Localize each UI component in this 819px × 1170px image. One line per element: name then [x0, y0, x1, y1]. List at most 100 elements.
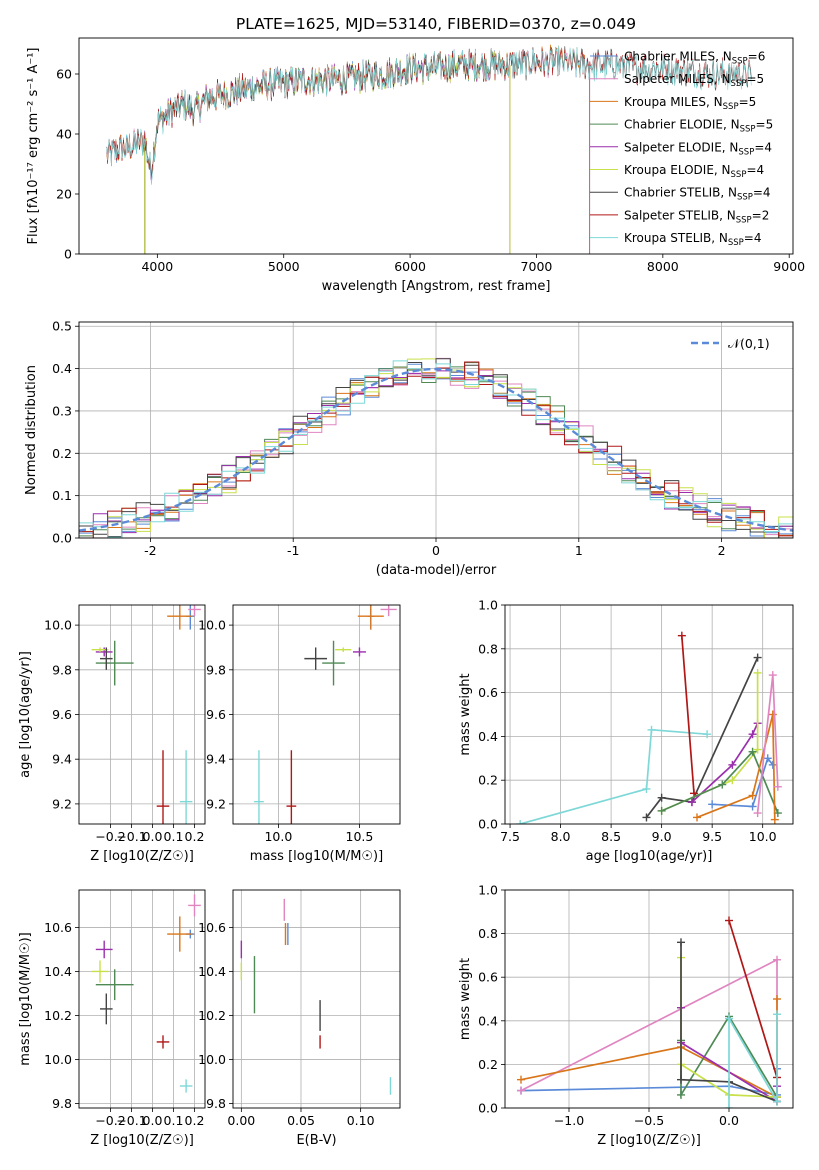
y-tick-label: 20 — [56, 187, 72, 202]
y-tick-label: 0.2 — [478, 773, 498, 788]
spectrum-line — [106, 45, 752, 185]
legend-subscript: SSP — [740, 125, 756, 135]
panel-weight_vs_Z: −1.0 −0.5 0.0 0.0 0.2 0.4 0.6 0.8 1.0 Z [log10(Z/… — [458, 883, 794, 1148]
y-axis-label: Flux [fλ10⁻¹⁷ erg cm⁻² s⁻¹ A⁻¹] — [26, 48, 41, 245]
legend-label: Salpeter MILES, NSSP=5 — [624, 72, 764, 89]
x-tick-label: 0.0 — [143, 829, 163, 844]
y-tick-label: 10.0 — [198, 1052, 226, 1067]
y-tick-label: 10.2 — [198, 1008, 226, 1023]
legend-label-rest: =4 — [744, 231, 762, 245]
legend-label: Salpeter STELIB, NSSP=2 — [624, 208, 769, 225]
y-tick-label: 10.6 — [44, 920, 72, 935]
panel-residuals: -2 -1 0 1 2 0.0 0.1 0.2 0.3 0.4 0.5 (data-model)/er… — [24, 319, 794, 578]
x-axis-label: (data-model)/error — [376, 563, 497, 578]
x-tick-label: 2 — [718, 543, 726, 558]
x-tick-label: 0.00 — [227, 1113, 255, 1128]
y-tick-label: 10.2 — [44, 1008, 72, 1023]
axes-frame — [232, 604, 401, 825]
y-tick-label: 0.4 — [478, 729, 498, 744]
legend-label: Kroupa STELIB, NSSP=4 — [624, 231, 762, 248]
y-tick-label: 9.8 — [52, 662, 72, 677]
figure-title: PLATE=1625, MJD=53140, FIBERID=0370, z=0… — [236, 15, 636, 33]
legend-label: 𝒩(0,1) — [728, 336, 770, 351]
weight-line — [680, 635, 695, 794]
y-tick-label: 0.2 — [478, 1057, 498, 1072]
x-tick-label: 0.0 — [719, 1113, 739, 1128]
x-axis-label: E(B-V) — [296, 1133, 336, 1148]
x-tick-label: -1 — [287, 543, 299, 558]
legend-label-rest: =4 — [746, 163, 764, 177]
plot-area — [91, 605, 201, 824]
legend-label: Chabrier STELIB, NSSP=4 — [624, 186, 771, 203]
x-axis-label: Z [log10(Z/Z☉)] — [597, 1133, 701, 1148]
x-tick-label: 9.5 — [702, 829, 722, 844]
plot-area — [91, 894, 201, 1093]
weight-line — [645, 657, 759, 818]
plot-area — [516, 631, 782, 824]
y-tick-label: 10.4 — [44, 964, 72, 979]
legend-label-rest: =5 — [739, 95, 757, 109]
x-tick-label: 0.2 — [185, 829, 205, 844]
legend-label-rest: =5 — [756, 118, 774, 132]
y-tick-label: 0.0 — [478, 817, 498, 832]
weight-line — [661, 750, 779, 814]
axes-frame — [78, 604, 206, 825]
x-tick-label: 4000 — [141, 259, 173, 274]
y-tick-label: 0.3 — [52, 403, 72, 418]
legend-subscript: SSP — [723, 102, 739, 112]
plot-area — [254, 605, 397, 824]
x-tick-label: −1.0 — [554, 1113, 584, 1128]
x-tick-label: 8.0 — [551, 829, 571, 844]
y-tick-label: 0.6 — [478, 970, 498, 985]
y-tick-label: 9.4 — [206, 752, 226, 767]
legend-label-rest: =2 — [752, 208, 770, 222]
legend-label: Chabrier ELODIE, NSSP=5 — [624, 118, 773, 135]
weight-line — [519, 728, 708, 824]
plot-area — [106, 44, 752, 254]
x-axis-label: mass [log10(M/M☉)] — [250, 849, 383, 864]
x-tick-label: 0.1 — [164, 829, 184, 844]
y-axis-label: mass weight — [458, 958, 473, 1040]
legend-label: Kroupa MILES, NSSP=5 — [624, 95, 756, 112]
x-tick-label: −0.1 — [116, 829, 146, 844]
x-tick-label: 10.5 — [346, 829, 374, 844]
y-tick-label: 0.2 — [52, 446, 72, 461]
y-tick-label: 40 — [56, 127, 72, 142]
x-tick-label: 0.10 — [347, 1113, 375, 1128]
x-tick-label: 7.5 — [500, 829, 520, 844]
x-tick-label: 0 — [432, 543, 440, 558]
x-tick-label: 6000 — [394, 259, 426, 274]
plot-area — [240, 898, 392, 1095]
x-tick-label: 0.05 — [287, 1113, 315, 1128]
y-tick-label: 1.0 — [478, 598, 498, 613]
axes-frame — [232, 889, 401, 1109]
axes-frame — [78, 889, 206, 1109]
x-axis-label: wavelength [Angstrom, rest frame] — [322, 279, 551, 294]
axes-frame — [78, 321, 794, 539]
x-tick-label: 5000 — [268, 259, 300, 274]
legend-label: Salpeter ELODIE, NSSP=4 — [624, 140, 772, 157]
y-tick-label: 0 — [64, 247, 72, 262]
y-axis-label: Normed distribution — [24, 365, 39, 495]
y-tick-label: 0.4 — [478, 1013, 498, 1028]
legend-subscript: SSP — [731, 79, 747, 89]
y-tick-label: 9.8 — [206, 1096, 226, 1111]
y-tick-label: 10.0 — [198, 618, 226, 633]
weight-line — [680, 942, 778, 1103]
x-tick-label: 1 — [575, 543, 583, 558]
x-tick-label: 10.0 — [749, 829, 777, 844]
x-axis-label: age [log10(age/yr)] — [586, 849, 713, 864]
histogram-step — [79, 360, 793, 538]
weight-line — [728, 1014, 778, 1108]
y-tick-label: 10.0 — [44, 1052, 72, 1067]
legend: Chabrier MILES, NSSP=6 Salpeter MILES, NS… — [590, 50, 773, 248]
panel-spectrum: 4000 5000 6000 7000 8000 9000 0 20 40 60 wavelengt… — [26, 37, 805, 294]
legend-subscript: SSP — [738, 147, 754, 157]
x-tick-label: −0.1 — [116, 1113, 146, 1128]
panels-layer: 4000 5000 6000 7000 8000 90000204060wavelengt… — [18, 37, 805, 1148]
weight-line — [691, 722, 759, 803]
legend-subscript: SSP — [731, 170, 747, 180]
legend-subscript: SSP — [736, 215, 752, 225]
y-tick-label: 9.2 — [52, 796, 72, 811]
